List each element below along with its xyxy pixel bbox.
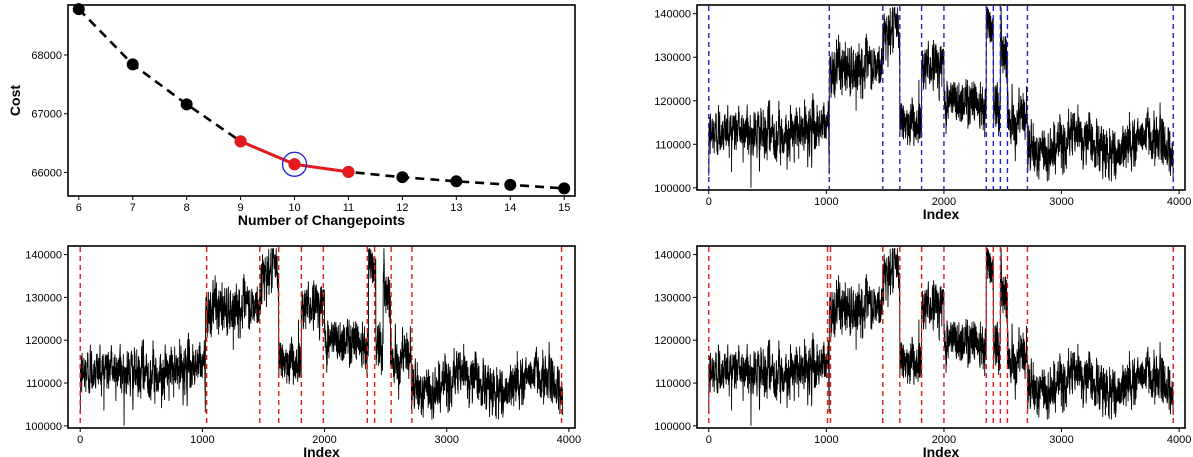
y-tick-label: 120000 xyxy=(654,335,691,347)
y-tick-label: 140000 xyxy=(25,250,62,262)
x-axis-title: Index xyxy=(923,206,960,222)
x-tick-label: 2000 xyxy=(932,434,956,446)
x-tick-label: 1000 xyxy=(814,434,838,446)
x-tick-label: 2000 xyxy=(932,196,956,208)
x-tick-label: 0 xyxy=(706,434,712,446)
selected-point xyxy=(234,135,247,148)
time-series-line xyxy=(79,248,564,426)
x-tick-label: 14 xyxy=(504,202,516,214)
x-tick-label: 12 xyxy=(396,202,408,214)
y-tick-label: 66000 xyxy=(31,167,62,179)
x-tick-label: 8 xyxy=(184,202,190,214)
x-tick-label: 11 xyxy=(343,202,354,214)
optimal-point-circle xyxy=(281,151,308,177)
y-tick-label: 110000 xyxy=(655,139,691,151)
x-tick-label: 6 xyxy=(76,202,82,214)
time-series-line xyxy=(708,248,1174,426)
x-tick-label: 1000 xyxy=(190,434,214,446)
y-tick-label: 120000 xyxy=(654,96,691,108)
cost-point xyxy=(450,175,463,188)
y-tick-label: 100000 xyxy=(654,183,691,195)
y-tick-label: 140000 xyxy=(654,9,691,21)
cost-point xyxy=(72,3,85,16)
x-tick-label: 3000 xyxy=(1049,434,1073,446)
cost-line-dashed xyxy=(77,8,565,190)
time-series-line xyxy=(708,7,1174,188)
x-tick-label: 1000 xyxy=(814,196,838,208)
cost-point xyxy=(126,58,139,71)
x-tick-label: 3000 xyxy=(1049,196,1073,208)
x-tick-label: 13 xyxy=(450,202,462,214)
selected-point xyxy=(342,165,355,178)
x-tick-label: 4000 xyxy=(1167,196,1191,208)
plot-frame-0 xyxy=(67,4,576,197)
plot-frame-1 xyxy=(696,4,1186,191)
y-tick-label: 67000 xyxy=(31,109,62,121)
x-tick-label: 0 xyxy=(706,196,712,208)
y-tick-label: 110000 xyxy=(655,378,691,390)
y-tick-label: 68000 xyxy=(31,50,62,62)
y-tick-label: 100000 xyxy=(25,421,62,433)
x-axis-title: Index xyxy=(303,444,340,457)
x-tick-label: 7 xyxy=(130,202,136,214)
selected-point xyxy=(288,158,301,171)
y-tick-label: 130000 xyxy=(654,292,691,304)
cost-point xyxy=(558,182,571,195)
cost-point xyxy=(504,178,517,191)
plot-frame-3 xyxy=(696,245,1186,429)
x-tick-label: 4000 xyxy=(557,434,581,446)
x-tick-label: 15 xyxy=(558,202,570,214)
x-tick-label: 9 xyxy=(238,202,244,214)
y-tick-label: 100000 xyxy=(654,421,691,433)
x-tick-label: 4000 xyxy=(1167,434,1191,446)
y-tick-label: 130000 xyxy=(25,292,62,304)
y-tick-label: 110000 xyxy=(26,378,62,390)
plot-frame-2 xyxy=(67,245,576,429)
x-axis-title: Number of Changepoints xyxy=(238,212,405,228)
x-tick-label: 2000 xyxy=(312,434,336,446)
y-tick-label: 140000 xyxy=(654,250,691,262)
y-tick-label: 120000 xyxy=(25,335,62,347)
cost-point xyxy=(396,171,409,184)
x-tick-label: 10 xyxy=(288,202,300,214)
x-tick-label: 0 xyxy=(77,434,83,446)
cost-point xyxy=(180,98,193,111)
y-tick-label: 130000 xyxy=(654,52,691,64)
x-tick-label: 3000 xyxy=(434,434,458,446)
y-axis-title: Cost xyxy=(7,85,23,116)
x-axis-title: Index xyxy=(923,444,960,457)
